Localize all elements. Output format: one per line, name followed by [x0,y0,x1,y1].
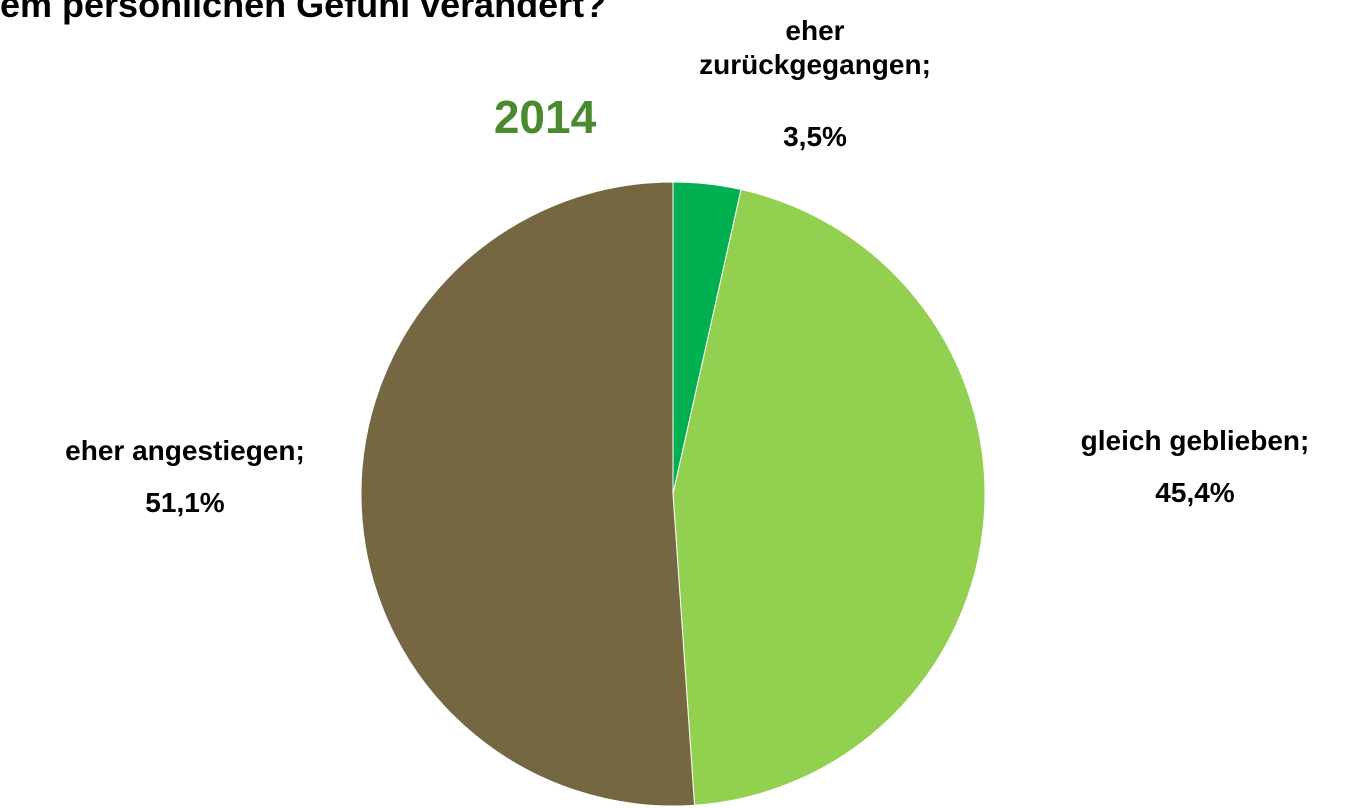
chart-subtitle: 2014 [493,91,597,143]
value-label: 45,4% [1155,477,1235,508]
slice-label: gleich geblieben; [1080,425,1310,456]
slice-label: eher angestiegen; [65,435,305,466]
value-label: 51,1% [145,487,225,518]
slice-label: eher zurückgegangen; [699,15,931,80]
pie-slice [360,181,696,807]
pie-slice [672,188,986,806]
chart-title: em persönlichen Gefühl verändert? [0,0,607,25]
value-label: 3,5% [783,121,847,152]
